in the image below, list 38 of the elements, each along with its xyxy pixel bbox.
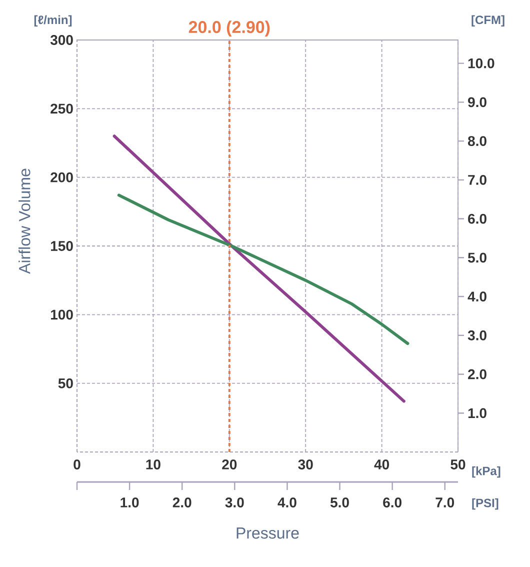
x-axis-title: Pressure <box>236 528 299 539</box>
x-tick-label: 10 <box>146 460 160 470</box>
x-tick-label: 20 <box>222 460 237 470</box>
x-tick-label: 40 <box>374 460 390 470</box>
y-tick-label: 100 <box>50 310 73 320</box>
x2-tick-label: 5.0 <box>330 498 349 508</box>
y-tick-label: 50 <box>58 378 73 388</box>
x-tick-label: 30 <box>298 460 313 470</box>
y2-tick-label: 10.0 <box>468 58 494 68</box>
y2-tick-label: 7.0 <box>468 174 486 185</box>
y2-tick-label: 3.0 <box>468 330 486 340</box>
y-tick-label: 250 <box>50 104 73 114</box>
x2-tick-label: 4.0 <box>278 498 296 508</box>
y2-tick-label: 8.0 <box>468 136 486 146</box>
x2-tick-label: 3.0 <box>225 498 244 508</box>
y2-tick-label: 4.0 <box>468 292 486 302</box>
x-tick-label: 0 <box>74 460 80 470</box>
x2-tick-label: 7.0 <box>436 498 454 508</box>
text: [kPa] <box>472 466 500 478</box>
y2-tick-label: 6.0 <box>468 214 486 224</box>
y-tick-label: 200 <box>50 172 73 182</box>
y-tick-label: 300 <box>50 35 73 45</box>
text: [ℓ/min] <box>34 15 72 26</box>
y2-axis-title: [CFM] <box>472 15 504 26</box>
x2-tick-label: 6.0 <box>383 498 402 508</box>
x-tick-label: 50 <box>450 460 466 470</box>
y-tick-label: 150 <box>50 241 73 251</box>
x2-tick-label: 1.0 <box>120 498 139 508</box>
line-series <box>117 194 410 346</box>
x2-axis-title: [PSI] <box>472 498 498 510</box>
y2-tick-label: 9.0 <box>468 97 486 108</box>
y-axis-title: Airflow Volume <box>18 168 30 274</box>
x2-tick-label: 2.0 <box>172 498 192 508</box>
y2-tick-label: 2.0 <box>468 369 486 380</box>
ref-line-label: 20.0 (2.90) <box>188 20 270 36</box>
y2-tick-label: 1.0 <box>468 408 486 418</box>
line-series <box>112 134 406 403</box>
y2-tick-label: 5.0 <box>468 252 486 263</box>
